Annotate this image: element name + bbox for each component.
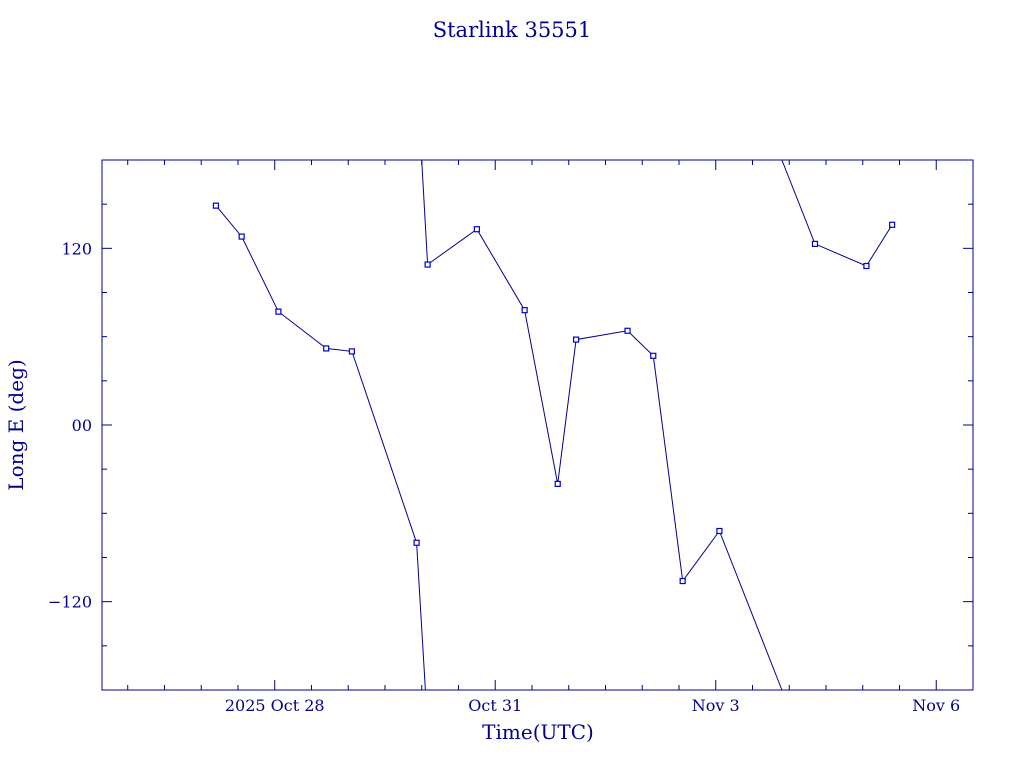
data-point xyxy=(716,527,723,535)
data-point xyxy=(572,336,580,343)
y-tick-labels: 120 00 −120 xyxy=(48,239,92,611)
x-tick-label: Nov 3 xyxy=(692,696,740,715)
x-tick-label: Nov 6 xyxy=(912,696,960,715)
data-point xyxy=(811,240,819,248)
x-tick-label: Oct 31 xyxy=(468,696,522,715)
chart-title: Starlink 35551 xyxy=(433,18,592,42)
series-markers xyxy=(212,202,896,585)
data-point xyxy=(679,577,686,585)
data-point xyxy=(863,262,870,270)
data-point xyxy=(238,233,245,240)
data-point xyxy=(424,261,431,268)
x-tick-label: 2025 Oct 28 xyxy=(225,696,325,715)
data-point xyxy=(521,307,528,314)
axis-ticks xyxy=(102,160,974,690)
data-point xyxy=(212,202,220,209)
data-point xyxy=(413,539,420,546)
data-point xyxy=(473,226,480,233)
series-lines xyxy=(215,159,893,691)
y-axis-label: Long E (deg) xyxy=(4,359,28,490)
data-point xyxy=(624,327,631,334)
series-line-segment xyxy=(215,205,426,691)
data-point xyxy=(275,308,282,315)
y-tick-label: 00 xyxy=(72,416,92,435)
data-point xyxy=(348,348,356,355)
data-point xyxy=(650,352,657,359)
data-point xyxy=(323,345,330,352)
y-tick-label: 120 xyxy=(61,239,92,258)
data-point xyxy=(554,480,561,487)
data-point xyxy=(889,221,896,228)
x-tick-labels: 2025 Oct 28 Oct 31 Nov 3 Nov 6 xyxy=(225,696,960,715)
plot-frame xyxy=(101,159,974,691)
x-axis-label: Time(UTC) xyxy=(482,720,594,744)
y-tick-label: −120 xyxy=(48,593,92,612)
series-line-segment xyxy=(421,159,783,691)
series-line-segment xyxy=(781,159,893,267)
